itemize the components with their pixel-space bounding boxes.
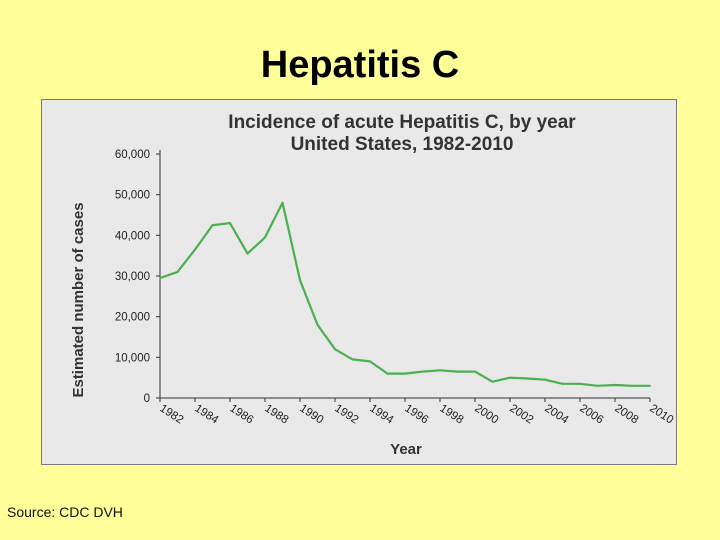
- slide-title: Hepatitis C: [260, 44, 460, 86]
- x-tick-label: 2004: [542, 402, 570, 426]
- x-tick-label: 2006: [577, 402, 605, 426]
- x-tick-label: 1996: [402, 402, 430, 426]
- axes: [156, 150, 651, 402]
- x-tick-label: 2000: [472, 402, 500, 426]
- data-point: [421, 370, 424, 373]
- x-tick-label: 2002: [507, 402, 535, 426]
- y-tick-label: 0: [144, 393, 150, 405]
- data-point: [596, 384, 599, 387]
- x-tick-label: 2008: [612, 402, 640, 426]
- data-point: [194, 248, 196, 251]
- data-point: [351, 358, 354, 361]
- data-point: [159, 277, 161, 279]
- data-point: [299, 279, 301, 281]
- source-note: Source: CDC DVH: [7, 504, 123, 520]
- series: [159, 201, 651, 387]
- data-point: [439, 369, 441, 372]
- x-tick-label: 1992: [332, 402, 360, 426]
- data-point: [404, 372, 406, 375]
- series-line: [159, 201, 650, 387]
- x-tick-label: 1994: [367, 402, 395, 426]
- x-tick-label: 1982: [157, 402, 185, 426]
- x-tick-label: 1998: [437, 402, 465, 426]
- data-point: [369, 360, 371, 363]
- data-point: [474, 370, 476, 373]
- data-point: [631, 384, 634, 387]
- y-tick-label: 20,000: [115, 312, 150, 324]
- data-point: [316, 323, 319, 326]
- line-chart: Incidence of acute Hepatitis C, by year …: [70, 112, 675, 458]
- data-point: [386, 372, 389, 375]
- data-point: [526, 377, 529, 380]
- x-tick-label: 1984: [192, 402, 220, 426]
- y-tick-label: 60,000: [115, 149, 150, 161]
- data-point: [649, 384, 651, 387]
- data-point: [579, 382, 581, 385]
- data-point: [614, 384, 616, 386]
- y-tick-label: 40,000: [115, 230, 150, 242]
- chart-subtitle: United States, 1982-2010: [291, 134, 514, 155]
- data-point: [334, 348, 336, 351]
- x-tick-label: 1986: [227, 402, 255, 426]
- data-point: [264, 236, 266, 239]
- x-tick-label: 1990: [297, 402, 325, 426]
- x-axis-label: Year: [390, 441, 422, 458]
- y-tick-label: 10,000: [115, 352, 150, 364]
- x-tick-label: 1988: [262, 402, 290, 426]
- data-point: [509, 376, 511, 379]
- data-point: [281, 201, 284, 204]
- data-point: [456, 370, 459, 373]
- y-axis-label: Estimated number of cases: [70, 202, 87, 397]
- chart-panel: Incidence of acute Hepatitis C, by year …: [41, 99, 677, 465]
- data-point: [246, 252, 249, 255]
- x-tick-label: 2010: [647, 402, 675, 426]
- y-tick-label: 30,000: [115, 271, 150, 283]
- data-point: [176, 271, 179, 273]
- data-point: [544, 378, 546, 381]
- data-point: [211, 224, 214, 227]
- data-point: [561, 382, 564, 385]
- data-point: [229, 222, 231, 225]
- data-point: [491, 380, 494, 383]
- chart-title: Incidence of acute Hepatitis C, by year: [228, 112, 576, 133]
- y-tick-label: 50,000: [115, 190, 150, 202]
